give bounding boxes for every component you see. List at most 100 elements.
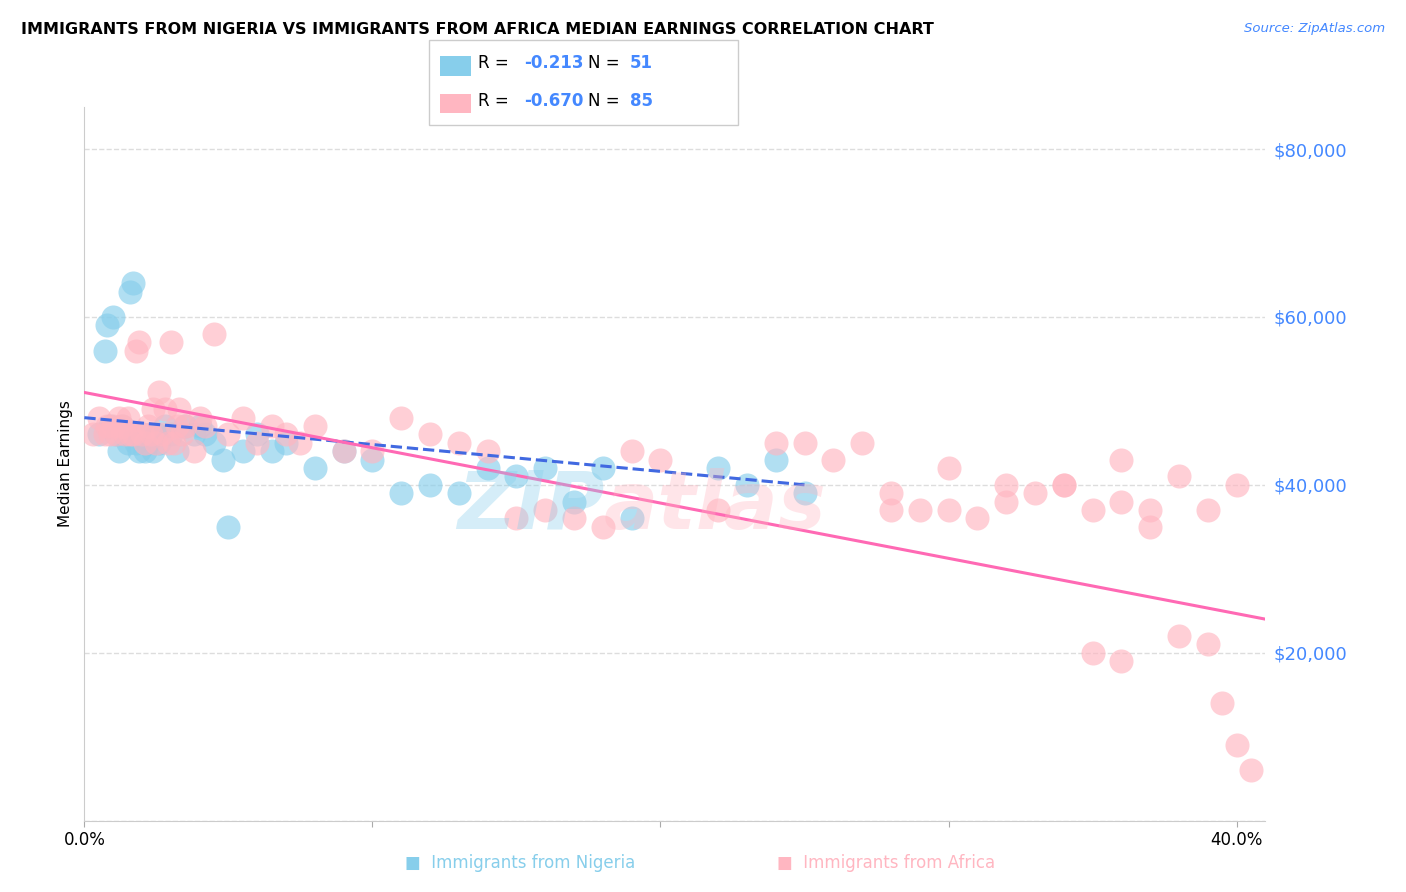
Point [139,427,162,442]
Point [707,461,730,475]
Point [1053,478,1076,492]
Point [101,419,124,434]
Point [125,435,148,450]
Point [96,419,118,434]
Point [1168,629,1191,643]
Point [120,427,142,442]
Point [188,419,211,434]
Point [108,410,131,425]
Point [134,435,156,450]
Point [159,335,181,350]
Point [98,427,121,442]
Point [332,444,354,458]
Point [142,444,165,458]
Point [111,419,134,434]
Point [246,435,269,450]
Point [793,486,815,500]
Point [447,435,470,450]
Point [1111,452,1133,467]
Point [274,427,297,442]
Point [194,419,217,434]
Point [1024,486,1046,500]
Point [202,326,225,341]
Point [174,419,197,434]
Point [880,486,903,500]
Point [995,478,1018,492]
Text: N =: N = [588,92,619,110]
Point [938,461,960,475]
Point [159,427,181,442]
Text: IMMIGRANTS FROM NIGERIA VS IMMIGRANTS FROM AFRICA MEDIAN EARNINGS CORRELATION CH: IMMIGRANTS FROM NIGERIA VS IMMIGRANTS FR… [21,22,934,37]
Point [87,427,110,442]
Point [174,419,197,434]
Text: 51: 51 [630,54,652,72]
Point [93,343,115,358]
Point [995,494,1018,508]
Point [183,427,205,442]
Point [217,427,239,442]
Point [114,427,136,442]
Point [145,435,167,450]
Point [1211,696,1233,710]
Point [1081,646,1104,660]
Point [1168,469,1191,483]
Point [105,427,128,442]
Point [419,427,441,442]
Point [304,419,326,434]
Point [153,419,176,434]
Point [765,452,787,467]
Point [139,427,162,442]
Text: ■  Immigrants from Africa: ■ Immigrants from Africa [776,855,995,872]
Point [650,452,672,467]
Point [1111,654,1133,668]
Point [169,402,191,417]
Point [111,419,134,434]
Point [145,427,167,442]
Point [389,410,412,425]
Text: Source: ZipAtlas.com: Source: ZipAtlas.com [1244,22,1385,36]
Point [217,520,239,534]
Point [966,511,988,525]
Text: -0.670: -0.670 [524,92,583,110]
Text: N =: N = [588,54,619,72]
Point [131,427,153,442]
Text: R =: R = [478,92,509,110]
Point [735,478,758,492]
Point [274,435,297,450]
Point [938,503,960,517]
Point [105,427,128,442]
Point [142,402,165,417]
Point [534,503,557,517]
Point [592,520,614,534]
Text: ■  Immigrants from Nigeria: ■ Immigrants from Nigeria [405,855,636,872]
Point [823,452,845,467]
Point [183,444,205,458]
Point [122,277,145,291]
Point [117,435,139,450]
Point [211,452,233,467]
Point [1081,503,1104,517]
Point [1197,503,1219,517]
Text: R =: R = [478,54,509,72]
Point [505,511,527,525]
Point [148,435,170,450]
Point [562,494,585,508]
Point [166,419,188,434]
Point [120,285,142,299]
Point [707,503,730,517]
Point [1139,503,1161,517]
Point [114,427,136,442]
Point [793,435,815,450]
Point [419,478,441,492]
Point [1226,738,1249,752]
Point [1226,478,1249,492]
Point [1053,478,1076,492]
Point [128,335,150,350]
Point [1240,764,1263,778]
Point [194,427,217,442]
Text: -0.213: -0.213 [524,54,583,72]
Point [765,435,787,450]
Point [232,444,254,458]
Point [188,410,211,425]
Point [82,427,104,442]
